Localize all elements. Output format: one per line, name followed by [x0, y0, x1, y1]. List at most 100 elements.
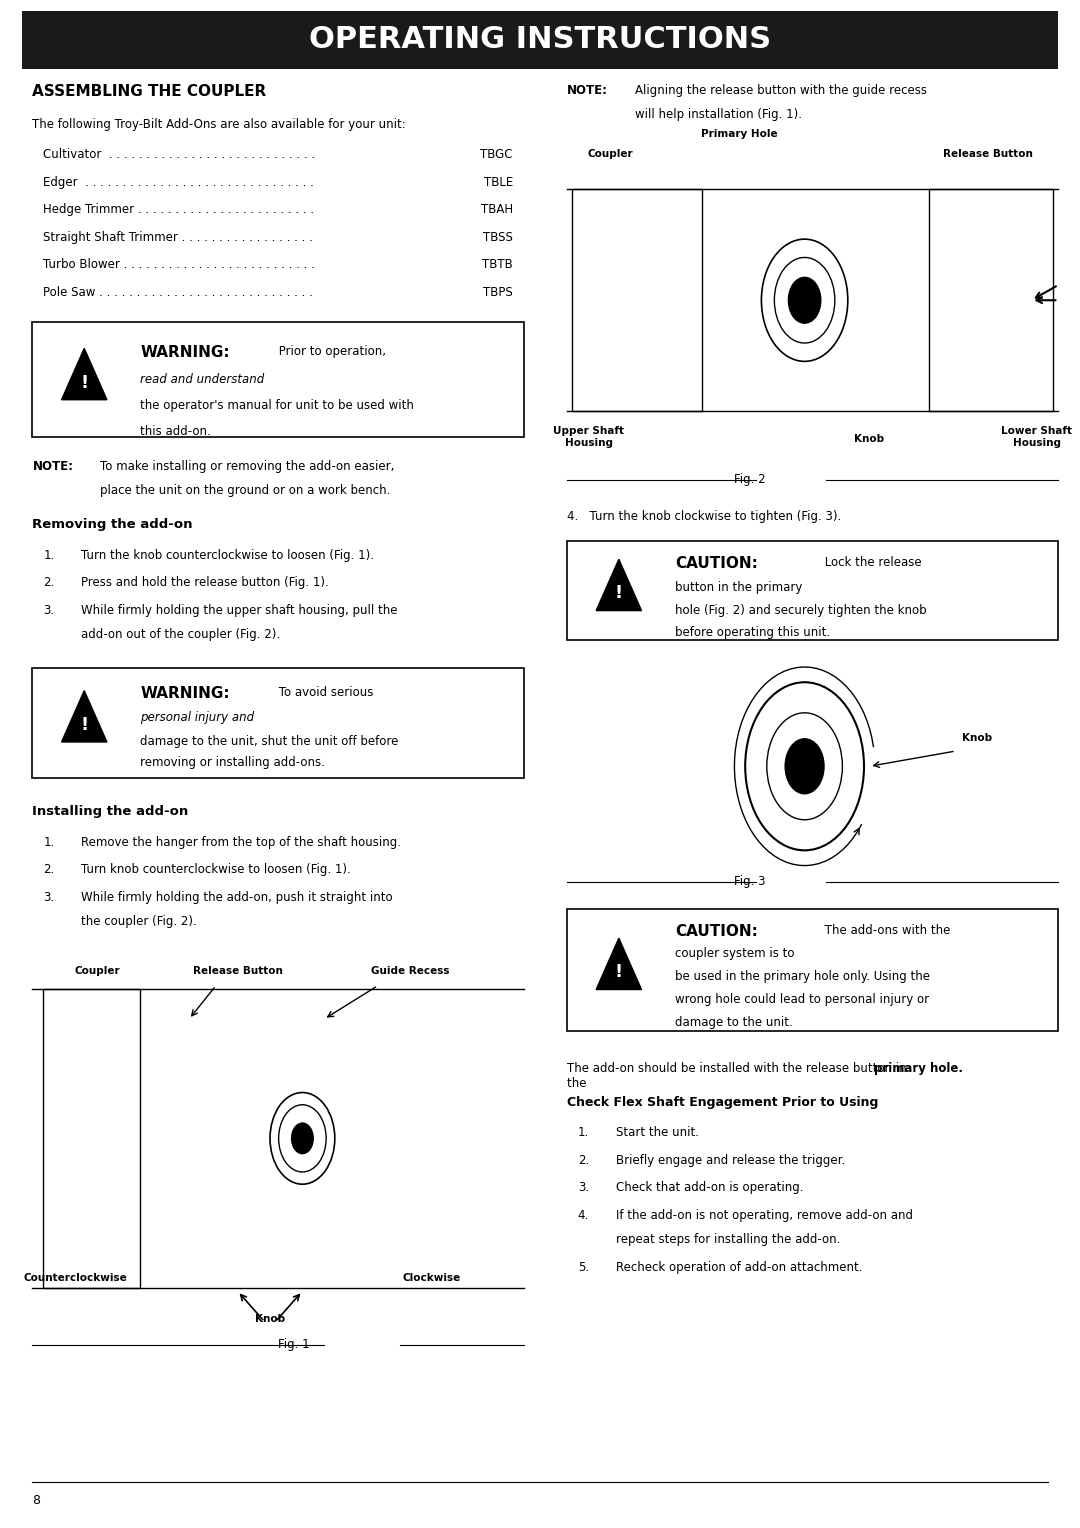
- Polygon shape: [62, 348, 107, 400]
- Text: Knob: Knob: [962, 733, 993, 744]
- Text: Release Button: Release Button: [192, 966, 283, 976]
- Text: 8: 8: [32, 1494, 40, 1508]
- Text: 3.: 3.: [43, 604, 54, 617]
- Text: Check that add-on is operating.: Check that add-on is operating.: [616, 1181, 804, 1195]
- Text: NOTE:: NOTE:: [32, 460, 73, 474]
- Text: add-on out of the coupler (Fig. 2).: add-on out of the coupler (Fig. 2).: [81, 628, 280, 642]
- Text: wrong hole could lead to personal injury or: wrong hole could lead to personal injury…: [675, 993, 929, 1007]
- Text: primary hole.: primary hole.: [874, 1062, 962, 1076]
- Text: Coupler: Coupler: [75, 966, 120, 976]
- Text: Recheck operation of add-on attachment.: Recheck operation of add-on attachment.: [616, 1261, 862, 1274]
- Text: Clockwise: Clockwise: [403, 1273, 461, 1284]
- Text: Cultivator  . . . . . . . . . . . . . . . . . . . . . . . . . . . .: Cultivator . . . . . . . . . . . . . . .…: [43, 148, 315, 162]
- Text: before operating this unit.: before operating this unit.: [675, 626, 831, 640]
- Text: Installing the add-on: Installing the add-on: [32, 805, 189, 819]
- Text: Turbo Blower . . . . . . . . . . . . . . . . . . . . . . . . . .: Turbo Blower . . . . . . . . . . . . . .…: [43, 258, 315, 272]
- Text: read and understand: read and understand: [140, 373, 265, 387]
- Text: Release Button: Release Button: [943, 148, 1034, 159]
- Text: personal injury and: personal injury and: [140, 711, 255, 724]
- Text: repeat steps for installing the add-on.: repeat steps for installing the add-on.: [616, 1233, 840, 1247]
- Text: 2.: 2.: [43, 863, 54, 877]
- Text: Knob: Knob: [255, 1314, 285, 1325]
- Text: !: !: [80, 374, 89, 391]
- Text: button in the primary: button in the primary: [675, 581, 802, 594]
- Text: 4.   Turn the knob clockwise to tighten (Fig. 3).: 4. Turn the knob clockwise to tighten (F…: [567, 510, 841, 524]
- Text: While firmly holding the add-on, push it straight into: While firmly holding the add-on, push it…: [81, 891, 393, 905]
- Text: ASSEMBLING THE COUPLER: ASSEMBLING THE COUPLER: [32, 84, 267, 99]
- Circle shape: [788, 278, 821, 324]
- Text: 1.: 1.: [578, 1126, 589, 1140]
- Text: 1.: 1.: [43, 549, 54, 562]
- Text: The following Troy-Bilt Add-Ons are also available for your unit:: The following Troy-Bilt Add-Ons are also…: [32, 118, 406, 131]
- Text: this add-on.: this add-on.: [140, 425, 212, 439]
- Text: 2.: 2.: [43, 576, 54, 590]
- Text: the operator's manual for unit to be used with: the operator's manual for unit to be use…: [140, 399, 415, 413]
- Text: WARNING:: WARNING:: [140, 686, 230, 701]
- Text: TBPS: TBPS: [483, 286, 513, 299]
- Text: TBGC: TBGC: [481, 148, 513, 162]
- Text: Knob: Knob: [854, 434, 885, 445]
- Text: 2.: 2.: [578, 1154, 589, 1167]
- Text: Turn the knob counterclockwise to loosen (Fig. 1).: Turn the knob counterclockwise to loosen…: [81, 549, 374, 562]
- Text: 5.: 5.: [578, 1261, 589, 1274]
- Text: Edger  . . . . . . . . . . . . . . . . . . . . . . . . . . . . . . .: Edger . . . . . . . . . . . . . . . . . …: [43, 176, 314, 189]
- Text: 4.: 4.: [578, 1209, 589, 1222]
- Text: CAUTION:: CAUTION:: [675, 556, 758, 571]
- Polygon shape: [596, 938, 642, 990]
- Text: TBAH: TBAH: [481, 203, 513, 217]
- Text: Removing the add-on: Removing the add-on: [32, 518, 193, 532]
- Text: Straight Shaft Trimmer . . . . . . . . . . . . . . . . . .: Straight Shaft Trimmer . . . . . . . . .…: [43, 231, 313, 244]
- Text: The add-on should be installed with the release button in
the: The add-on should be installed with the …: [567, 1062, 906, 1089]
- Text: If the add-on is not operating, remove add-on and: If the add-on is not operating, remove a…: [616, 1209, 913, 1222]
- Text: To avoid serious: To avoid serious: [275, 686, 374, 700]
- Text: will help installation (Fig. 1).: will help installation (Fig. 1).: [635, 108, 802, 122]
- Text: Pole Saw . . . . . . . . . . . . . . . . . . . . . . . . . . . . .: Pole Saw . . . . . . . . . . . . . . . .…: [43, 286, 313, 299]
- Text: Check Flex Shaft Engagement Prior to Using: Check Flex Shaft Engagement Prior to Usi…: [567, 1096, 878, 1109]
- Text: Turn knob counterclockwise to loosen (Fig. 1).: Turn knob counterclockwise to loosen (Fi…: [81, 863, 351, 877]
- Text: Coupler: Coupler: [588, 148, 633, 159]
- Text: Press and hold the release button (Fig. 1).: Press and hold the release button (Fig. …: [81, 576, 328, 590]
- Text: place the unit on the ground or on a work bench.: place the unit on the ground or on a wor…: [100, 484, 391, 498]
- Text: Prior to operation,: Prior to operation,: [275, 345, 387, 359]
- Text: TBLE: TBLE: [484, 176, 513, 189]
- Text: Upper Shaft
Housing: Upper Shaft Housing: [553, 426, 624, 448]
- Circle shape: [785, 740, 824, 795]
- Text: the coupler (Fig. 2).: the coupler (Fig. 2).: [81, 915, 197, 929]
- Text: NOTE:: NOTE:: [567, 84, 608, 98]
- Text: Remove the hanger from the top of the shaft housing.: Remove the hanger from the top of the sh…: [81, 836, 401, 850]
- Text: TBSS: TBSS: [483, 231, 513, 244]
- Text: Primary Hole: Primary Hole: [702, 128, 778, 139]
- Text: Start the unit.: Start the unit.: [616, 1126, 699, 1140]
- Polygon shape: [596, 559, 642, 611]
- Text: To make installing or removing the add-on easier,: To make installing or removing the add-o…: [100, 460, 395, 474]
- Text: WARNING:: WARNING:: [140, 345, 230, 361]
- Text: CAUTION:: CAUTION:: [675, 924, 758, 940]
- Text: coupler system is to: coupler system is to: [675, 947, 795, 961]
- Text: The add-ons with the: The add-ons with the: [821, 924, 950, 938]
- Text: !: !: [615, 964, 623, 981]
- Text: TBTB: TBTB: [483, 258, 513, 272]
- Circle shape: [292, 1123, 313, 1154]
- Polygon shape: [62, 691, 107, 743]
- Text: Fig. 2: Fig. 2: [734, 474, 766, 486]
- Text: Counterclockwise: Counterclockwise: [24, 1273, 127, 1284]
- Text: damage to the unit, shut the unit off before: damage to the unit, shut the unit off be…: [140, 735, 399, 749]
- Text: be used in the primary hole only. Using the: be used in the primary hole only. Using …: [675, 970, 930, 984]
- Text: Briefly engage and release the trigger.: Briefly engage and release the trigger.: [616, 1154, 845, 1167]
- Text: 1.: 1.: [43, 836, 54, 850]
- Text: Lower Shaft
Housing: Lower Shaft Housing: [1001, 426, 1072, 448]
- Text: Aligning the release button with the guide recess: Aligning the release button with the gui…: [635, 84, 927, 98]
- Text: Guide Recess: Guide Recess: [372, 966, 449, 976]
- Text: Lock the release: Lock the release: [821, 556, 921, 570]
- Text: removing or installing add-ons.: removing or installing add-ons.: [140, 756, 325, 770]
- Text: 3.: 3.: [578, 1181, 589, 1195]
- Text: 3.: 3.: [43, 891, 54, 905]
- Text: !: !: [615, 585, 623, 602]
- Text: hole (Fig. 2) and securely tighten the knob: hole (Fig. 2) and securely tighten the k…: [675, 604, 927, 617]
- Text: !: !: [80, 717, 89, 733]
- Text: Fig. 1: Fig. 1: [278, 1339, 309, 1351]
- Text: OPERATING INSTRUCTIONS: OPERATING INSTRUCTIONS: [309, 26, 771, 53]
- FancyBboxPatch shape: [22, 11, 1058, 69]
- Text: While firmly holding the upper shaft housing, pull the: While firmly holding the upper shaft hou…: [81, 604, 397, 617]
- Text: Hedge Trimmer . . . . . . . . . . . . . . . . . . . . . . . .: Hedge Trimmer . . . . . . . . . . . . . …: [43, 203, 314, 217]
